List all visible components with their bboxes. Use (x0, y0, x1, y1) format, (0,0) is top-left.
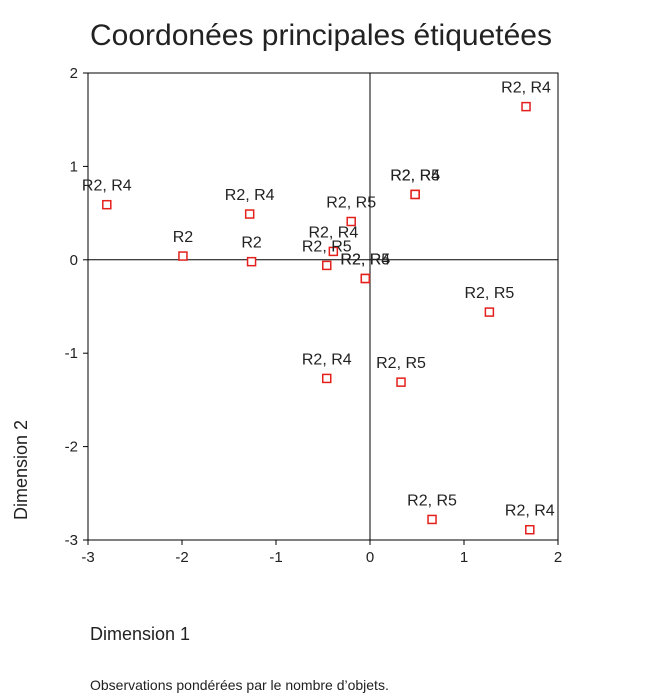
point (246, 256, 257, 267)
point (346, 216, 356, 227)
x-axis-label: Dimension 1 (90, 624, 190, 644)
point (360, 273, 371, 284)
y-tick-label: 0 (70, 252, 78, 269)
y-tick-label: -3 (65, 532, 78, 549)
point (410, 189, 420, 200)
point-label: R2, R4 (501, 80, 551, 97)
plot-frame (87, 72, 559, 541)
x-tick-label: -2 (175, 549, 188, 566)
y-tick-label: -2 (65, 439, 78, 456)
y-tick-label: 2 (70, 65, 78, 82)
point-label: R2, R4 (390, 167, 440, 184)
point-label: R2, R4 (82, 178, 132, 195)
point-label: R2, R4 (505, 503, 555, 520)
point-label: R2, R5 (464, 285, 514, 302)
point-label: R2, R5 (407, 492, 457, 509)
y-tick-label: 1 (70, 158, 78, 175)
point (484, 307, 495, 317)
x-tick-label: 2 (554, 549, 562, 566)
x-tick-label: -3 (81, 549, 94, 566)
point-label: R2, R4 (225, 187, 275, 204)
x-tick-label: 1 (460, 549, 468, 566)
point-label: R2 (241, 235, 262, 252)
chart-title: Coordonées principales étiquetées (90, 19, 552, 52)
point-label: R2, R5 (340, 251, 390, 268)
point (521, 101, 531, 112)
x-tick-label: 0 (366, 549, 374, 566)
point (244, 209, 255, 219)
point (525, 524, 535, 535)
point (427, 514, 437, 525)
y-axis-label: Dimension 2 (11, 420, 31, 520)
point-label: R2, R4 (302, 351, 352, 368)
point-label: R2, R5 (376, 355, 426, 372)
point-label: R2, R4 (340, 251, 390, 268)
footnote: Observations pondérées par le nombre d’o… (90, 677, 389, 693)
point (396, 377, 406, 387)
x-tick-label: -1 (269, 549, 282, 566)
point (178, 251, 188, 261)
point (102, 199, 112, 210)
point-label: R2, R5 (302, 238, 352, 255)
point-label: R2 (173, 229, 194, 246)
point (322, 260, 332, 271)
point-label: R2, R5 (326, 195, 376, 212)
point (322, 373, 332, 384)
y-tick-label: -1 (65, 345, 78, 362)
point-label: R2, R4 (308, 224, 358, 241)
point (328, 246, 339, 257)
point-label: R2, R5 (390, 167, 440, 184)
